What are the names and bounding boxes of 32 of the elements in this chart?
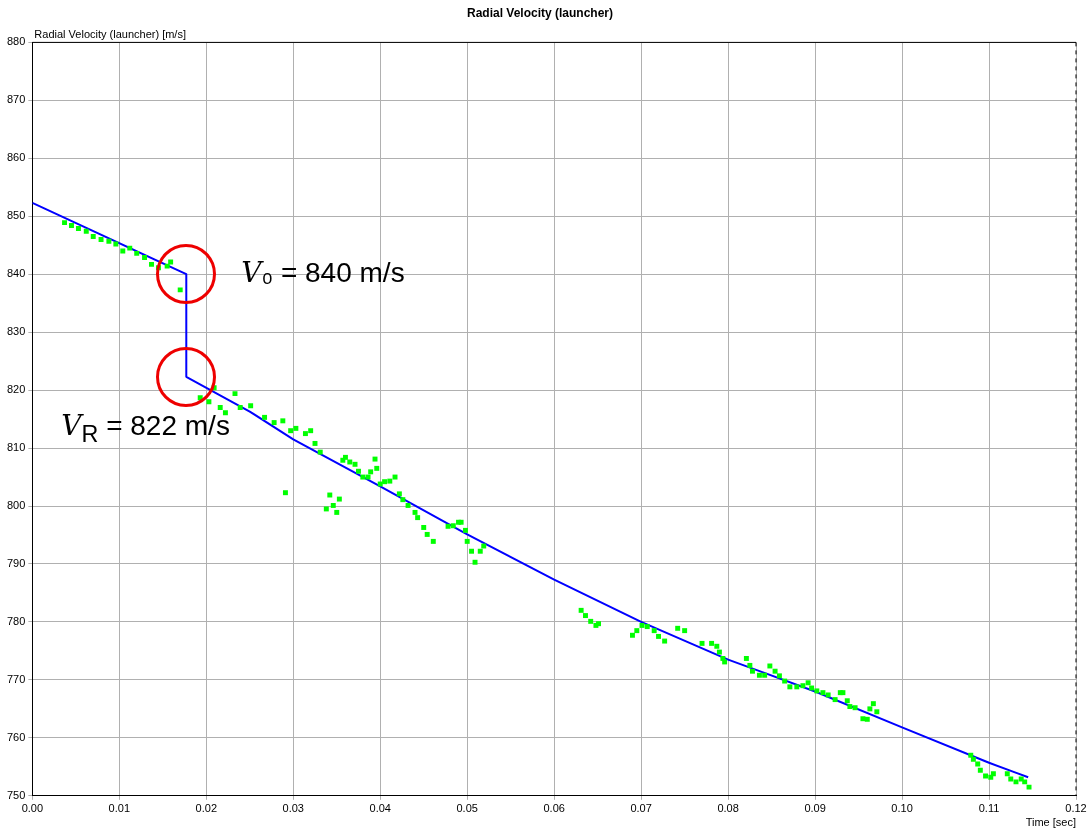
y-tick-label: 780 [6, 614, 26, 627]
annotation: V₀ = 840 m/s [241, 256, 405, 290]
y-tick-label: 840 [6, 267, 26, 280]
y-tick-label: 820 [6, 383, 26, 396]
y-tick-label: 770 [6, 672, 26, 685]
y-tick-label: 850 [6, 209, 26, 222]
x-tick-label: 0.10 [891, 802, 913, 815]
x-tick-label: 0.04 [369, 802, 391, 815]
y-tick-label: 830 [6, 325, 26, 338]
x-tick-label: 0.07 [630, 802, 652, 815]
y-tick-label: 870 [6, 93, 26, 106]
y-tick-label: 760 [6, 730, 26, 743]
y-tick-label: 880 [6, 35, 26, 48]
x-tick-label: 0.05 [456, 802, 478, 815]
y-axis-title: Radial Velocity (launcher) [m/s] [34, 27, 186, 40]
y-tick-label: 750 [6, 788, 26, 801]
y-tick-label: 860 [6, 151, 26, 164]
y-tick-label: 810 [6, 441, 26, 454]
x-tick-label: 0.08 [717, 802, 739, 815]
x-tick-label: 0.09 [804, 802, 826, 815]
x-tick-label: 0.11 [978, 802, 1000, 815]
annotation: V$_{R}$ = 822 m/s [61, 408, 230, 448]
x-tick-label: 0.03 [282, 802, 304, 815]
x-tick-label: 0.02 [195, 802, 218, 815]
y-tick-label: 800 [6, 499, 26, 512]
x-tick-label: 0.01 [108, 802, 131, 815]
y-tick-label: 790 [6, 557, 26, 570]
chart-title: Radial Velocity (launcher) [466, 5, 614, 20]
x-tick-label: 0.06 [543, 802, 565, 815]
x-tick-label: 0.12 [1065, 802, 1087, 815]
x-tick-label: 0.00 [21, 802, 44, 815]
x-axis-title: Time [sec] [1025, 816, 1076, 829]
